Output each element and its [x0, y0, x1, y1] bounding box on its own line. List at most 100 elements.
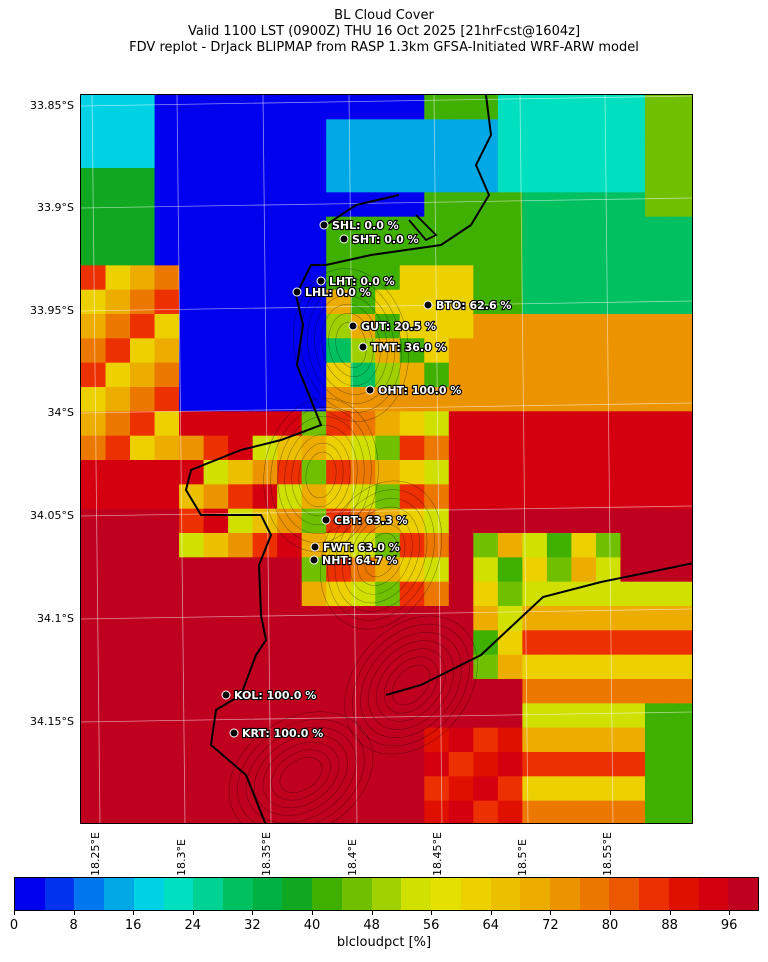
cloud-cell — [497, 630, 523, 656]
cloud-cell — [154, 314, 180, 339]
cloud-cover-map[interactable]: SHL: 0.0 % SHT: 0.0 % LHT: 0.0 % LHL: 0.0 %… — [80, 94, 693, 824]
cloud-cell — [326, 752, 352, 777]
cloud-cell — [424, 654, 450, 680]
cloud-cell — [571, 752, 597, 777]
cloud-cell — [81, 776, 107, 802]
terrain-contour — [335, 321, 367, 369]
cloud-cell — [252, 168, 278, 193]
lon-gridline — [176, 95, 186, 823]
colorbar-segment — [74, 878, 105, 910]
colorbar-tick-mark — [610, 911, 611, 915]
terrain-contour — [356, 524, 406, 586]
cloud-cell — [473, 776, 499, 802]
cloud-cell — [595, 581, 622, 607]
cloud-cell — [522, 508, 548, 534]
cloud-cell — [301, 119, 327, 145]
cloud-cell — [448, 119, 474, 145]
cloud-cell — [375, 314, 401, 339]
cloud-cell — [252, 362, 278, 388]
cloud-cell — [424, 581, 450, 607]
cloud-cell — [595, 752, 622, 777]
lon-label: 18.4°E — [346, 839, 359, 876]
cloud-cell — [669, 119, 692, 145]
cloud-cell — [546, 168, 572, 193]
cloud-cell — [448, 508, 474, 534]
cloud-cell — [130, 776, 156, 802]
colorbar-segment — [549, 878, 580, 910]
station-label-gut: GUT: 20.5 % — [361, 320, 436, 333]
cloud-cell — [448, 630, 474, 656]
cloud-cell — [571, 508, 597, 534]
cloud-cell — [595, 460, 622, 485]
cloud-cell — [130, 533, 156, 558]
cloud-cell — [546, 265, 572, 291]
cloud-cell — [546, 776, 572, 802]
cloud-cell — [522, 362, 548, 388]
cloud-cell — [350, 241, 376, 266]
cloud-cell — [179, 192, 205, 218]
cloud-cell — [424, 606, 450, 631]
cloud-cell — [473, 508, 499, 534]
cloud-cell — [179, 241, 205, 266]
cloud-cell — [301, 241, 327, 266]
colorbar-segment — [341, 878, 372, 910]
lon-label: 18.25°E — [89, 832, 102, 876]
cloud-cell — [595, 192, 622, 218]
cloud-cell — [620, 581, 646, 607]
cloud-cell — [375, 508, 401, 534]
terrain-contour — [277, 415, 365, 535]
cloud-cell — [252, 606, 278, 631]
cloud-cell — [350, 435, 376, 461]
cloud-cell — [448, 289, 474, 315]
cloud-cell — [326, 338, 352, 364]
cloud-cell — [301, 362, 327, 388]
cloud-cell — [105, 411, 131, 437]
cloud-cell — [620, 362, 646, 388]
cloud-cell — [203, 314, 229, 339]
cloud-cell — [350, 679, 376, 704]
colorbar-segment — [312, 878, 342, 910]
cloud-cell — [669, 800, 692, 823]
cloud-cell — [105, 338, 131, 364]
cloud-cell — [448, 460, 474, 485]
cloud-cell — [546, 630, 572, 656]
cloud-cell — [375, 265, 401, 291]
cloud-cell — [228, 362, 254, 388]
cloud-cell — [154, 192, 180, 218]
cloud-cell — [424, 216, 450, 242]
cloud-cell — [546, 654, 572, 680]
cloud-cell — [448, 168, 474, 193]
cloud-cell — [154, 387, 180, 412]
station-label-oht: OHT: 100.0 % — [378, 384, 461, 397]
cloud-cell — [571, 557, 597, 583]
cloud-cell — [424, 411, 450, 437]
cloud-cell — [301, 338, 327, 364]
cloud-cell — [105, 581, 131, 607]
lat-gridline — [81, 402, 692, 414]
cloud-cell — [522, 630, 548, 656]
cloud-cell — [228, 119, 254, 145]
terrain-contour — [270, 406, 372, 544]
cloud-cell — [546, 192, 572, 218]
cloud-cell — [644, 581, 671, 607]
cloud-cell — [154, 265, 180, 291]
cloud-cell — [620, 630, 646, 656]
cloud-cell — [375, 411, 401, 437]
cloud-cell — [424, 508, 450, 534]
colorbar-tick-label: 32 — [244, 918, 261, 933]
cloud-cell — [473, 314, 499, 339]
cloud-cell — [375, 800, 401, 823]
station-marker-tmt — [358, 342, 368, 352]
colorbar-segment — [639, 878, 669, 910]
cloud-cell — [399, 289, 425, 315]
cloud-cell — [81, 435, 107, 461]
cloud-cell — [644, 411, 671, 437]
cloud-cell — [571, 727, 597, 753]
cloud-cell — [130, 727, 156, 753]
cloud-cell — [105, 119, 131, 145]
cloud-cell — [130, 192, 156, 218]
colorbar-segment — [431, 878, 461, 910]
cloud-cell — [473, 533, 499, 558]
cloud-cell — [130, 800, 156, 823]
cloud-cell — [326, 654, 352, 680]
